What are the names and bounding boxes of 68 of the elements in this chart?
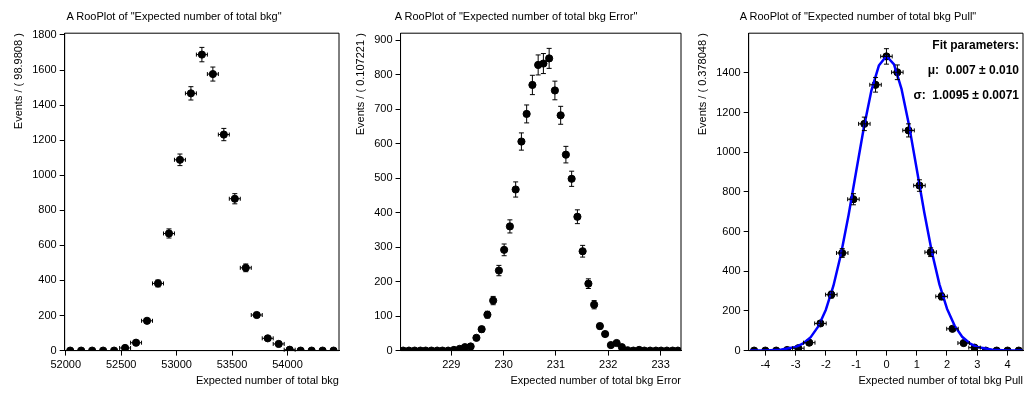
- y-tick-label: 1200: [32, 133, 57, 146]
- x-tick-label: 2: [943, 358, 951, 371]
- y-tick-label: 900: [374, 33, 393, 46]
- point: [517, 137, 526, 146]
- y-tick-label: 200: [374, 274, 393, 287]
- y-axis-title: Events / ( 98.9808 ): [11, 33, 24, 130]
- x-tick-label: -4: [760, 358, 771, 371]
- y-tick-label: 100: [374, 309, 393, 322]
- y-tick-label: 0: [50, 343, 57, 356]
- chart-title: A RooPlot of "Expected number of total bkg Error": [394, 9, 638, 22]
- x-tick-label: -2: [820, 358, 831, 371]
- x-tick-label: 4: [1004, 358, 1011, 371]
- chart-title: A RooPlot of "Expected number of total bkg": [66, 9, 282, 22]
- x-axis-title: Expected number of total bkg Error: [510, 374, 682, 387]
- x-tick-label: 229: [442, 358, 461, 371]
- y-tick-label: 1400: [716, 65, 741, 78]
- x-tick-label: 0: [883, 358, 890, 371]
- y-tick-label: 800: [374, 67, 393, 80]
- y-tick-label: 600: [722, 224, 741, 237]
- point: [511, 185, 520, 194]
- x-tick-label: 230: [494, 358, 513, 371]
- x-axis-title: Expected number of total bkg Pull: [858, 374, 1023, 387]
- y-tick-label: 1800: [32, 27, 57, 40]
- x-tick-label: 1: [913, 358, 920, 371]
- annotation: Fit parameters:: [932, 37, 1019, 52]
- y-tick-label: 1200: [716, 105, 741, 118]
- chart-title: A RooPlot of "Expected number of total bkg Pull": [739, 9, 977, 22]
- y-tick-label: 1000: [716, 145, 741, 158]
- x-tick-label: 52500: [105, 358, 137, 371]
- y-tick-label: 1000: [32, 168, 57, 181]
- y-tick-label: 400: [374, 205, 393, 218]
- x-axis-title: Expected number of total bkg: [195, 374, 339, 387]
- y-tick-label: 600: [38, 238, 57, 251]
- point: [466, 342, 475, 351]
- x-tick-label: 233: [651, 358, 670, 371]
- y-tick-label: 600: [374, 136, 393, 149]
- annotation: σ: 1.0095 ± 0.0071: [913, 87, 1020, 102]
- point: [528, 80, 537, 90]
- point: [472, 333, 481, 342]
- y-tick-label: 500: [374, 171, 393, 184]
- y-tick-label: 0: [386, 343, 393, 356]
- y-tick-label: 1600: [32, 63, 57, 76]
- x-tick-label: 231: [546, 358, 566, 371]
- y-tick-label: 800: [722, 184, 741, 197]
- x-tick-label: 54000: [272, 358, 303, 371]
- point: [567, 174, 576, 183]
- y-tick-label: 400: [38, 273, 57, 286]
- x-tick-label: 53000: [161, 358, 192, 371]
- x-tick-label: 52000: [50, 358, 82, 371]
- y-tick-label: 1400: [32, 98, 57, 111]
- x-tick-label: 3: [974, 358, 981, 371]
- annotation: μ: 0.007 ± 0.010: [927, 62, 1020, 77]
- y-tick-label: 800: [38, 203, 57, 216]
- x-tick-label: -3: [790, 358, 801, 371]
- y-tick-label: 400: [722, 264, 741, 277]
- y-tick-label: 700: [374, 102, 393, 115]
- point: [617, 343, 626, 351]
- y-axis-title: Events / ( 0.378048 ): [695, 33, 708, 136]
- x-tick-label: -1: [851, 358, 862, 371]
- x-tick-label: 53500: [216, 358, 248, 371]
- x-tick-label: 232: [599, 358, 618, 371]
- y-tick-label: 0: [734, 343, 741, 356]
- y-tick-label: 200: [722, 303, 741, 316]
- y-axis-title: Events / ( 0.107221 ): [353, 33, 366, 136]
- y-tick-label: 200: [38, 308, 57, 321]
- point: [612, 338, 621, 348]
- point: [522, 109, 531, 119]
- y-tick-label: 300: [374, 240, 393, 253]
